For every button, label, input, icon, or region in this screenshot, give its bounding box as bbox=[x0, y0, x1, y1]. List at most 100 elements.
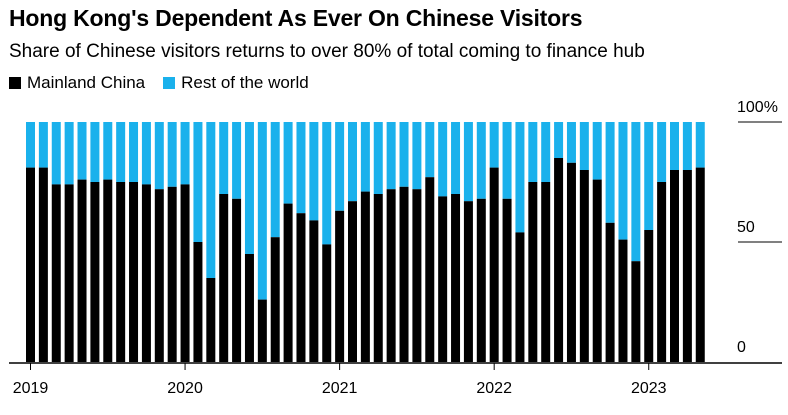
bar-rest-43 bbox=[579, 122, 589, 170]
y-tick-label-2: 0 bbox=[737, 339, 746, 356]
bar-rest-12 bbox=[180, 122, 190, 185]
bar-rest-10 bbox=[154, 122, 164, 190]
bar-mainland-42 bbox=[566, 162, 576, 362]
bar-rest-47 bbox=[631, 122, 641, 262]
bar-rest-4 bbox=[77, 122, 87, 180]
bar-rest-9 bbox=[141, 122, 151, 185]
x-tick-label-2: 2021 bbox=[322, 380, 358, 397]
bar-mainland-19 bbox=[270, 237, 280, 362]
bar-mainland-13 bbox=[193, 242, 203, 362]
legend-swatch-rest bbox=[163, 77, 176, 89]
bar-rest-19 bbox=[270, 122, 280, 238]
bar-mainland-41 bbox=[554, 158, 564, 362]
bar-rest-17 bbox=[244, 122, 254, 254]
x-tick-label-1: 2020 bbox=[167, 380, 203, 397]
legend-item-rest: Rest of the world bbox=[163, 73, 309, 93]
y-tick-label-1: 50 bbox=[737, 219, 755, 236]
bar-rest-35 bbox=[476, 122, 486, 199]
bar-mainland-29 bbox=[399, 186, 409, 362]
bar-rest-42 bbox=[566, 122, 576, 163]
bar-mainland-26 bbox=[360, 191, 370, 362]
bar-rest-30 bbox=[412, 122, 422, 190]
bar-rest-18 bbox=[257, 122, 267, 300]
bar-rest-51 bbox=[682, 122, 692, 170]
x-tick-label-4: 2023 bbox=[631, 380, 667, 397]
bar-mainland-37 bbox=[502, 198, 512, 362]
bar-mainland-25 bbox=[348, 201, 357, 362]
bar-rest-8 bbox=[129, 122, 139, 182]
bar-rest-46 bbox=[618, 122, 628, 240]
bar-mainland-6 bbox=[103, 179, 113, 362]
bar-mainland-15 bbox=[219, 194, 229, 362]
bar-mainland-22 bbox=[309, 220, 319, 362]
bar-rest-27 bbox=[373, 122, 383, 194]
bar-mainland-28 bbox=[386, 189, 396, 362]
bar-mainland-12 bbox=[180, 184, 190, 362]
legend-item-mainland: Mainland China bbox=[9, 73, 145, 93]
bar-rest-13 bbox=[193, 122, 203, 242]
bar-rest-22 bbox=[309, 122, 319, 221]
bar-mainland-3 bbox=[64, 184, 74, 362]
bar-mainland-24 bbox=[335, 210, 345, 362]
legend-swatch-mainland bbox=[9, 77, 21, 89]
bar-mainland-20 bbox=[283, 203, 293, 362]
bar-rest-29 bbox=[399, 122, 409, 187]
bar-rest-26 bbox=[360, 122, 370, 192]
bar-mainland-47 bbox=[631, 261, 641, 362]
bar-mainland-44 bbox=[592, 179, 602, 362]
bar-rest-5 bbox=[90, 122, 100, 182]
bar-rest-6 bbox=[103, 122, 113, 180]
bar-mainland-30 bbox=[412, 189, 422, 362]
bar-rest-0 bbox=[26, 122, 35, 168]
bar-mainland-23 bbox=[322, 244, 332, 362]
bar-rest-7 bbox=[116, 122, 126, 182]
bar-mainland-14 bbox=[206, 278, 216, 362]
bar-rest-45 bbox=[605, 122, 615, 223]
bar-mainland-8 bbox=[129, 182, 139, 362]
bar-rest-23 bbox=[322, 122, 332, 245]
bar-rest-44 bbox=[592, 122, 602, 180]
bar-mainland-5 bbox=[90, 182, 100, 362]
bar-rest-16 bbox=[232, 122, 242, 199]
bar-mainland-46 bbox=[618, 239, 628, 362]
bar-rest-39 bbox=[528, 122, 538, 182]
bar-mainland-11 bbox=[167, 186, 177, 362]
bar-mainland-51 bbox=[682, 170, 692, 362]
bar-mainland-52 bbox=[695, 167, 705, 362]
bar-mainland-4 bbox=[77, 179, 87, 362]
bar-rest-34 bbox=[463, 122, 473, 202]
bar-mainland-2 bbox=[51, 184, 61, 362]
bar-mainland-16 bbox=[232, 198, 242, 362]
bar-rest-40 bbox=[541, 122, 551, 182]
bar-rest-20 bbox=[283, 122, 293, 204]
bar-mainland-1 bbox=[38, 167, 48, 362]
bar-rest-37 bbox=[502, 122, 512, 199]
bar-mainland-39 bbox=[528, 182, 538, 362]
bar-rest-33 bbox=[451, 122, 461, 194]
bar-mainland-17 bbox=[244, 254, 254, 362]
bar-mainland-31 bbox=[425, 177, 435, 362]
bar-mainland-21 bbox=[296, 213, 306, 362]
bar-rest-1 bbox=[38, 122, 48, 168]
bar-rest-14 bbox=[206, 122, 216, 278]
bar-rest-49 bbox=[657, 122, 667, 182]
bar-rest-15 bbox=[219, 122, 229, 194]
bar-mainland-0 bbox=[26, 167, 35, 362]
bar-mainland-9 bbox=[141, 184, 151, 362]
chart-subtitle: Share of Chinese visitors returns to ove… bbox=[9, 41, 645, 62]
bar-mainland-34 bbox=[463, 201, 473, 362]
x-tick-label-0: 2019 bbox=[13, 380, 49, 397]
bar-rest-24 bbox=[335, 122, 345, 211]
bar-rest-32 bbox=[438, 122, 448, 197]
legend-label-mainland: Mainland China bbox=[27, 73, 146, 92]
bar-rest-11 bbox=[167, 122, 177, 187]
bar-rest-2 bbox=[51, 122, 61, 185]
bar-mainland-48 bbox=[644, 230, 654, 362]
bar-rest-50 bbox=[670, 122, 679, 170]
bar-rest-48 bbox=[644, 122, 654, 230]
bar-mainland-35 bbox=[476, 198, 486, 362]
bar-mainland-33 bbox=[451, 194, 461, 362]
legend: Mainland China Rest of the world bbox=[9, 73, 327, 93]
bar-mainland-18 bbox=[257, 299, 267, 362]
y-tick-label-0: 100% bbox=[737, 99, 778, 116]
